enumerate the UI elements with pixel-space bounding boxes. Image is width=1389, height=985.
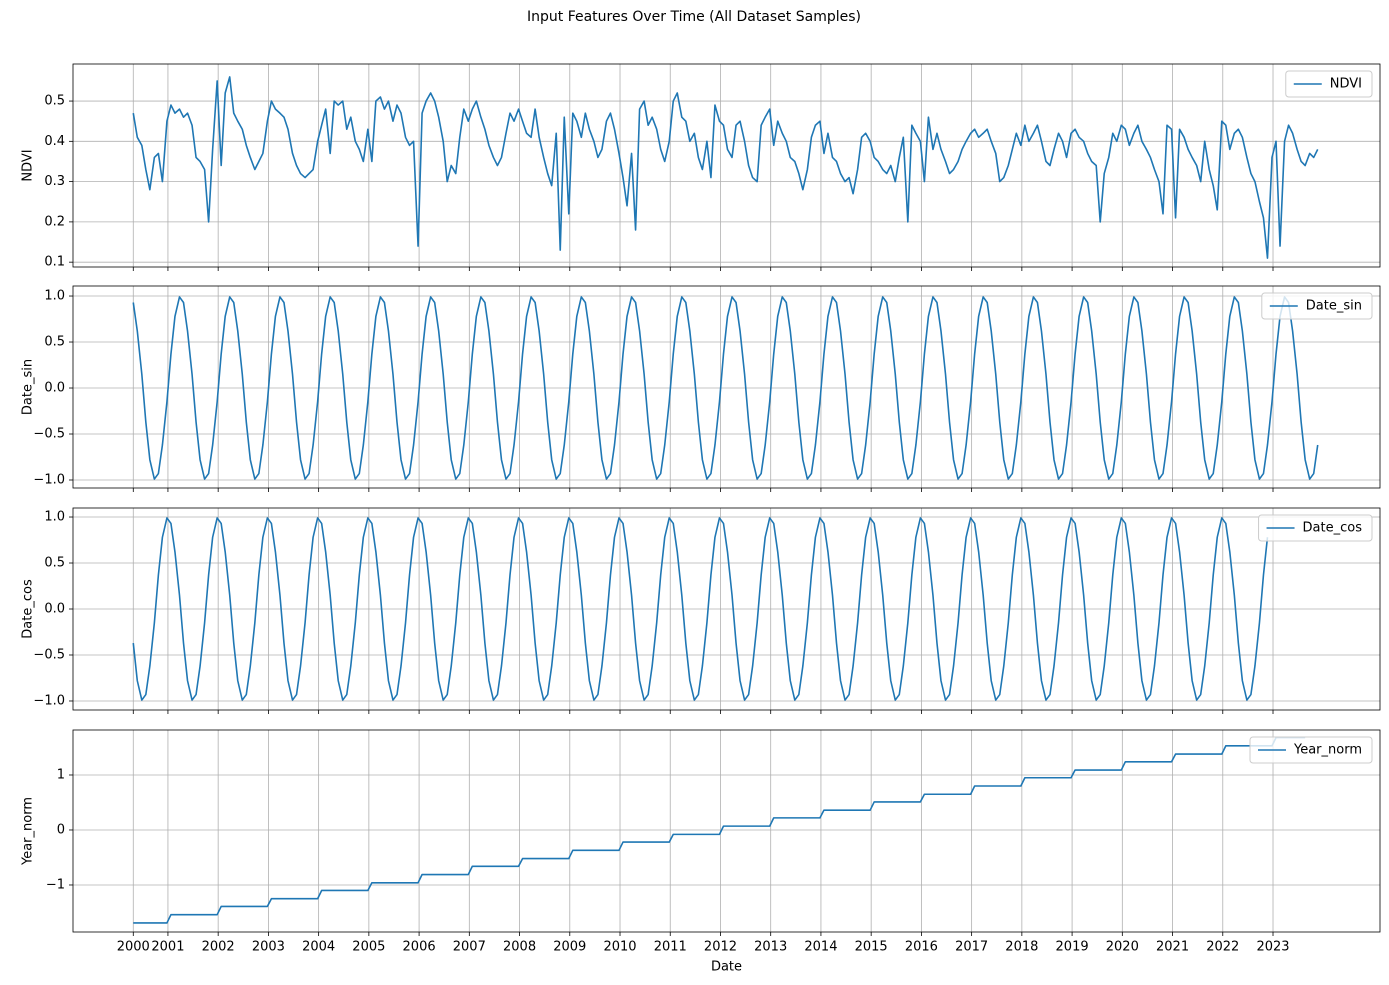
x-tick-label: 2022 xyxy=(1206,940,1239,955)
y-tick-label: 0.3 xyxy=(44,174,65,189)
y-tick-label: 0.5 xyxy=(44,335,65,350)
data-line xyxy=(132,296,1319,480)
plot-frame xyxy=(72,63,1381,268)
y-tick-label: 0.4 xyxy=(44,134,65,149)
plot-frame xyxy=(72,285,1381,489)
x-tick-label: 2009 xyxy=(553,940,586,955)
x-tick-label: 2000 xyxy=(117,940,150,955)
legend: Date_sin xyxy=(1261,292,1373,320)
y-tick-label: 0.5 xyxy=(44,556,65,571)
x-tick-label: 2020 xyxy=(1106,940,1139,955)
figure-title: Input Features Over Time (All Dataset Sa… xyxy=(527,9,861,25)
legend-label: Date_sin xyxy=(1306,299,1362,314)
x-tick-label: 2011 xyxy=(654,940,687,955)
x-tick-label: 2023 xyxy=(1256,940,1289,955)
y-tick-label: 1.0 xyxy=(44,510,65,525)
x-tick-label: 2019 xyxy=(1056,940,1089,955)
legend-label: NDVI xyxy=(1330,77,1362,92)
plot-frame xyxy=(72,729,1381,933)
y-tick-label: 0.1 xyxy=(44,255,65,270)
x-tick-label: 2015 xyxy=(855,940,888,955)
x-tick-label: 2014 xyxy=(804,940,837,955)
legend: NDVI xyxy=(1285,70,1373,98)
y-tick-label: 1 xyxy=(57,767,65,782)
x-axis-label: Date xyxy=(711,960,742,975)
y-tick-label: 0 xyxy=(57,822,65,837)
legend-box xyxy=(1258,514,1373,542)
y-axis-label: Date_cos xyxy=(21,579,36,639)
y-tick-label: −1.0 xyxy=(33,693,65,708)
data-line xyxy=(132,517,1269,701)
x-tick-label: 2002 xyxy=(202,940,235,955)
x-tick-label: 2003 xyxy=(252,940,285,955)
y-tick-label: 0.0 xyxy=(44,602,65,617)
x-tick-label: 2021 xyxy=(1156,940,1189,955)
x-tick-label: 2010 xyxy=(603,940,636,955)
y-tick-label: 0.2 xyxy=(44,214,65,229)
y-tick-label: 1.0 xyxy=(44,289,65,304)
data-line xyxy=(133,736,1306,924)
y-tick-label: 0.5 xyxy=(44,94,65,109)
x-tick-label: 2017 xyxy=(955,940,988,955)
y-tick-label: −1 xyxy=(46,877,65,892)
x-tick-label: 2007 xyxy=(453,940,486,955)
y-tick-label: −1.0 xyxy=(33,472,65,487)
y-tick-label: 0.0 xyxy=(44,381,65,396)
legend-box xyxy=(1249,736,1373,764)
legend-label: Year_norm xyxy=(1293,743,1362,758)
legend-box xyxy=(1261,292,1373,320)
y-axis-label: Year_norm xyxy=(21,797,36,866)
legend-label: Date_cos xyxy=(1303,521,1363,536)
x-tick-label: 2013 xyxy=(754,940,787,955)
plot-frame xyxy=(72,507,1381,711)
x-tick-label: 2012 xyxy=(704,940,737,955)
x-tick-label: 2005 xyxy=(352,940,385,955)
legend-box xyxy=(1285,70,1373,98)
y-tick-label: −0.5 xyxy=(33,427,65,442)
data-line xyxy=(132,76,1319,259)
y-axis-label: Date_sin xyxy=(21,359,36,415)
x-tick-label: 2008 xyxy=(503,940,536,955)
x-tick-label: 2016 xyxy=(905,940,938,955)
x-tick-label: 2018 xyxy=(1005,940,1038,955)
y-tick-label: −0.5 xyxy=(33,647,65,662)
y-axis-label: NDVI xyxy=(21,149,36,181)
legend: Date_cos xyxy=(1258,514,1373,542)
x-tick-label: 2004 xyxy=(302,940,335,955)
legend: Year_norm xyxy=(1249,736,1373,764)
x-tick-label: 2006 xyxy=(403,940,436,955)
x-tick-label: 2001 xyxy=(151,940,184,955)
